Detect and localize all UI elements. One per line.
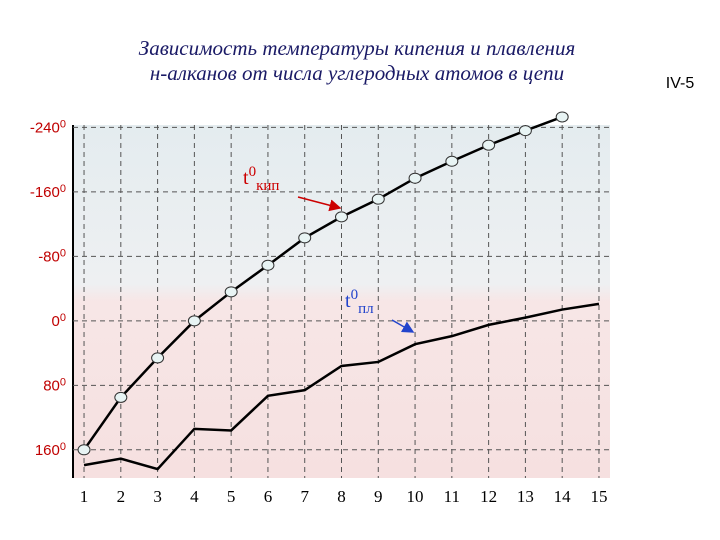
annotation-text: t: [243, 167, 249, 189]
data-point: [114, 391, 128, 403]
y-tick-label: 00: [52, 312, 66, 330]
slide-label: IV-5: [666, 75, 695, 92]
y-tick-unit: 0: [60, 247, 66, 259]
data-point: [555, 111, 569, 123]
series-line: [83, 302, 600, 471]
annotation-arrow: [297, 196, 342, 212]
y-tick-label: -800: [38, 247, 66, 265]
annotation: t0пл: [345, 287, 374, 317]
data-point: [482, 139, 496, 151]
x-tick-label: 14: [554, 487, 572, 506]
x-tick-label: 7: [300, 487, 309, 506]
series-line: [83, 115, 563, 451]
y-tick-label: 1600: [35, 441, 66, 459]
y-tick-unit: 0: [60, 118, 66, 130]
annotation-sup: 0: [351, 287, 359, 303]
data-point: [77, 444, 91, 456]
annotation-sub: кип: [256, 178, 279, 194]
data-point: [445, 155, 459, 167]
data-point: [408, 172, 422, 184]
x-tick-label: 10: [407, 487, 424, 506]
y-tick-label: -2400: [30, 118, 66, 136]
y-tick-label: 800: [43, 376, 66, 394]
x-tick-label: 6: [264, 487, 273, 506]
y-tick-value: 160: [35, 442, 60, 459]
annotation-sup: 0: [249, 164, 257, 180]
x-tick-label: 2: [117, 487, 126, 506]
x-tick-label: 12: [480, 487, 497, 506]
x-tick-label: 4: [190, 487, 199, 506]
data-point: [224, 286, 238, 298]
data-point: [371, 193, 385, 205]
y-tick-unit: 0: [60, 441, 66, 453]
data-point: [298, 232, 312, 244]
y-tick-value: -160: [30, 184, 60, 201]
chart-title: н-алканов от числа углеродных атомов в ц…: [150, 61, 564, 85]
x-tick-label: 8: [337, 487, 346, 506]
y-tick-unit: 0: [60, 376, 66, 388]
y-tick-unit: 0: [60, 183, 66, 195]
x-tick-label: 15: [590, 487, 607, 506]
annotation-text: t: [345, 290, 351, 312]
data-point: [518, 125, 532, 137]
annotation-arrow: [391, 319, 415, 333]
x-tick-label: 11: [444, 487, 460, 506]
y-tick-value: -80: [38, 248, 60, 265]
data-point: [335, 211, 348, 223]
x-tick-label: 9: [374, 487, 383, 506]
data-point: [151, 352, 165, 364]
y-tick-value: 80: [43, 377, 60, 394]
data-point: [261, 259, 275, 271]
chart-title: Зависимость температуры кипения и плавле…: [139, 36, 575, 60]
x-tick-label: 5: [227, 487, 236, 506]
y-tick-value: 0: [52, 313, 60, 330]
y-tick-value: -240: [30, 119, 60, 136]
annotation-sub: пл: [358, 301, 374, 317]
y-tick-unit: 0: [60, 312, 66, 324]
x-tick-label: 1: [80, 487, 89, 506]
data-point: [187, 315, 201, 327]
x-tick-label: 13: [517, 487, 534, 506]
annotation: t0кип: [243, 164, 279, 194]
x-tick-label: 3: [153, 487, 162, 506]
y-tick-label: -1600: [30, 183, 66, 201]
